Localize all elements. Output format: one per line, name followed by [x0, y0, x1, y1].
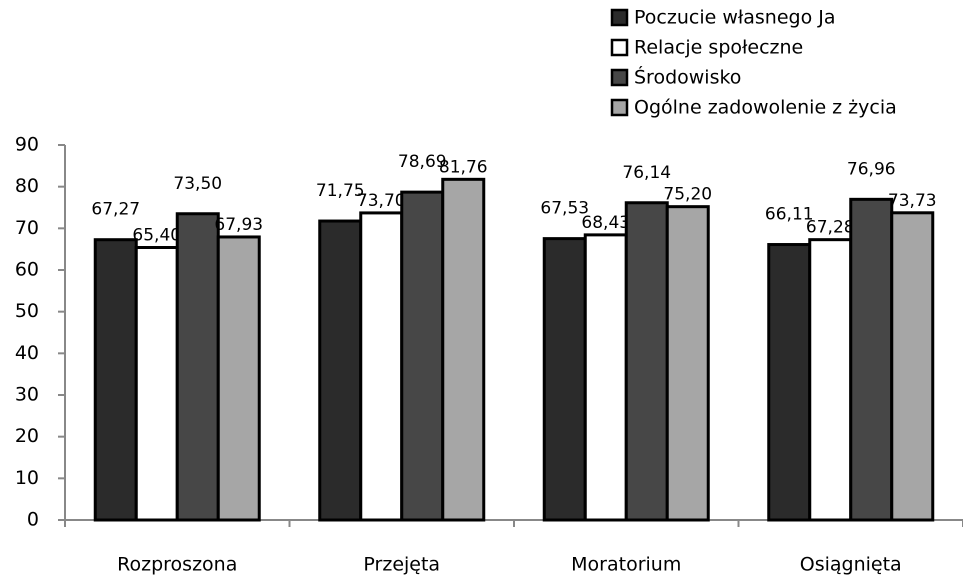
y-tick-label: 60: [15, 259, 39, 281]
value-label: 65,40: [132, 226, 181, 246]
x-tick-label: Przejęta: [363, 554, 440, 576]
legend-label: Środowisko: [634, 65, 741, 89]
y-tick-label: 0: [27, 509, 39, 531]
bar: [890, 211, 935, 522]
x-tick-label: Osiągnięta: [800, 554, 902, 576]
bar: [583, 233, 628, 522]
y-tick-label: 90: [15, 134, 39, 156]
legend-marker: [610, 38, 629, 57]
y-tick-label: 30: [15, 384, 39, 406]
value-label: 67,93: [214, 215, 263, 235]
legend-label: Ogólne zadowolenie z życia: [634, 97, 897, 119]
y-tick-label: 20: [15, 425, 39, 447]
y-tick-label: 50: [15, 300, 39, 322]
y-tick-label: 70: [15, 217, 39, 239]
value-label: 75,20: [663, 185, 712, 205]
value-label: 78,69: [398, 152, 447, 172]
value-label: 67,28: [806, 218, 855, 238]
bar: [359, 211, 404, 522]
value-label: 73,50: [173, 174, 222, 194]
y-tick-label: 40: [15, 342, 39, 364]
bar: [624, 201, 669, 522]
value-label: 66,11: [765, 205, 814, 225]
value-label: 76,96: [847, 159, 896, 179]
value-label: 81,76: [439, 157, 488, 177]
value-label: 76,14: [622, 163, 671, 183]
bar: [93, 238, 138, 522]
bar: [175, 212, 220, 522]
value-label: 73,70: [357, 191, 406, 211]
bar: [134, 246, 179, 522]
legend-marker: [610, 8, 629, 27]
value-label: 67,53: [540, 199, 589, 219]
y-tick-label: 10: [15, 467, 39, 489]
legend-label: Poczucie własnego Ja: [634, 7, 836, 29]
bar: [318, 219, 363, 522]
bar: [849, 197, 894, 522]
value-label: 71,75: [316, 181, 365, 201]
legend-marker: [610, 68, 629, 87]
bar: [216, 235, 261, 522]
x-tick-label: Moratorium: [571, 554, 681, 576]
x-tick-label: Rozproszona: [117, 554, 237, 576]
value-label: 67,27: [91, 200, 140, 220]
legend-marker: [610, 98, 629, 117]
bar: [400, 190, 445, 522]
bar: [441, 177, 486, 522]
y-tick-label: 80: [15, 175, 39, 197]
value-label: 68,43: [581, 213, 630, 233]
bar: [665, 205, 710, 522]
bar: [808, 238, 853, 522]
bar: [767, 243, 812, 522]
legend-label: Relacje społeczne: [634, 37, 803, 59]
bar: [542, 237, 587, 522]
value-label: 73,73: [888, 191, 937, 211]
